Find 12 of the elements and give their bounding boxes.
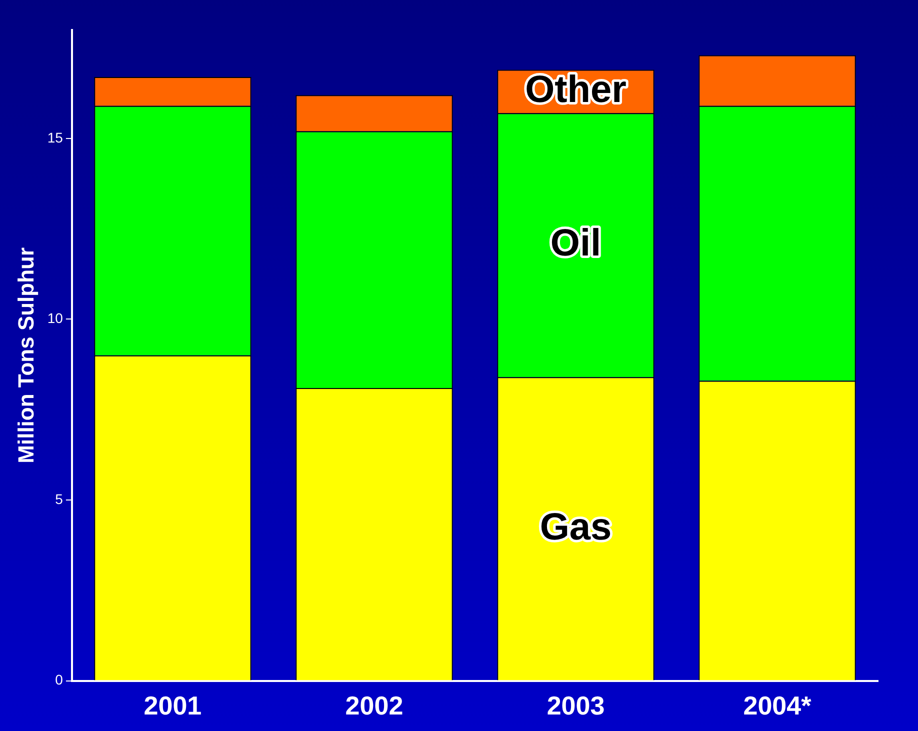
y-tick-label: 5 <box>55 490 64 507</box>
x-tick-label: 2004* <box>743 690 812 721</box>
series-label: Other <box>525 68 627 111</box>
y-axis-title: Million Tons Sulphur <box>13 247 38 464</box>
y-tick-label: 15 <box>47 129 64 146</box>
y-tick-label: 0 <box>55 672 64 688</box>
x-tick-label: 2001 <box>144 690 202 721</box>
x-tick-label: 2002 <box>345 690 404 721</box>
x-tick-label: 2003 <box>546 690 605 721</box>
series-label: Oil <box>550 222 602 265</box>
series-label: Gas <box>540 506 612 548</box>
y-tick-label: 10 <box>47 310 64 326</box>
